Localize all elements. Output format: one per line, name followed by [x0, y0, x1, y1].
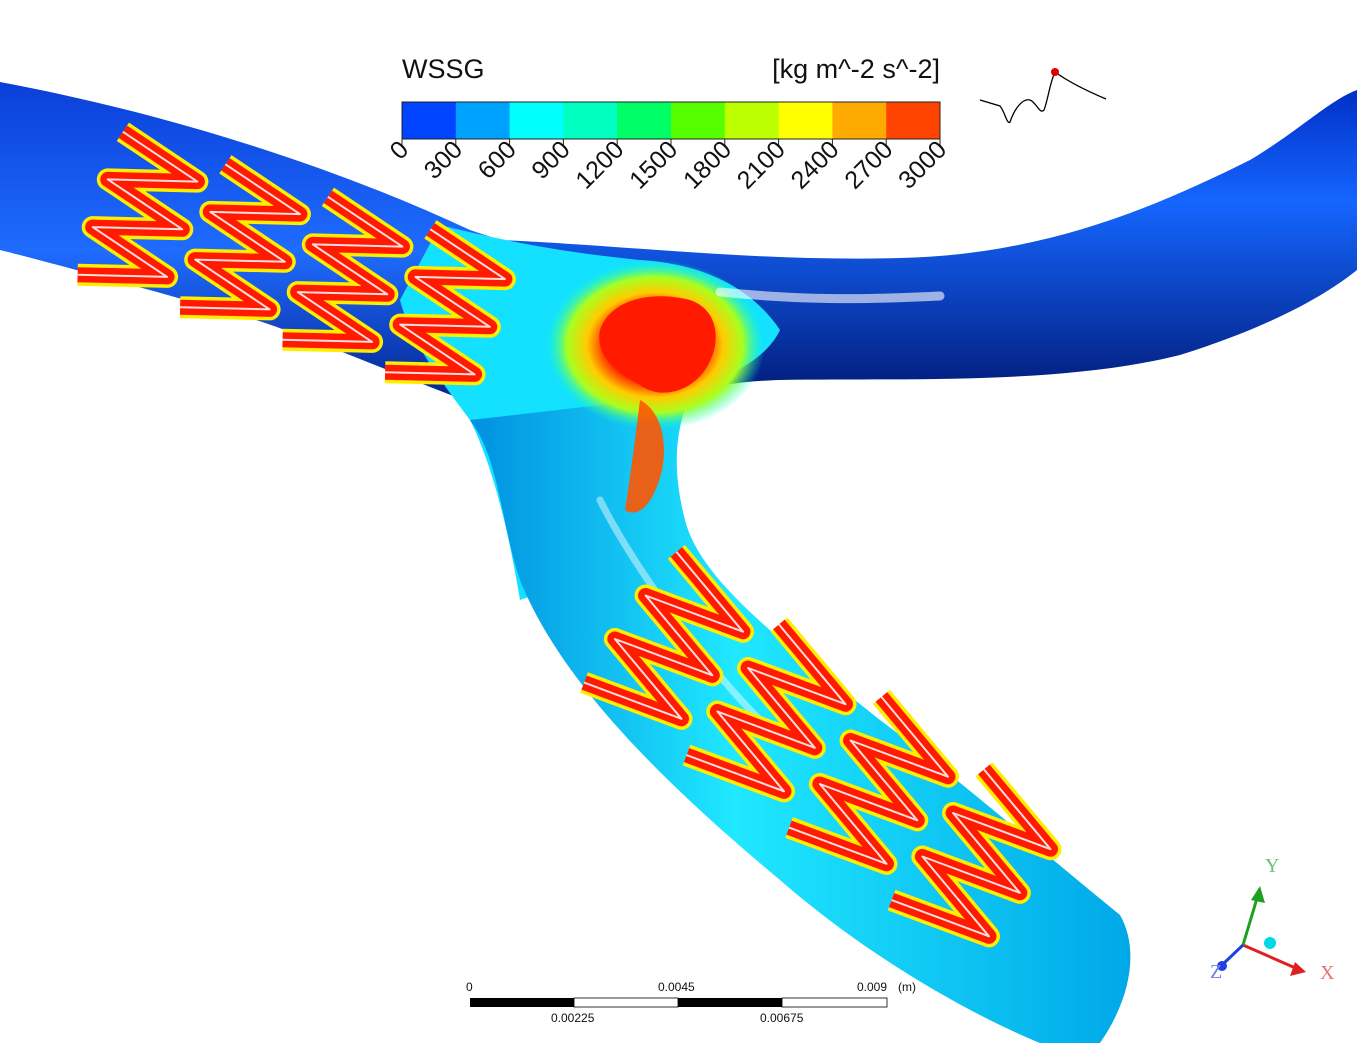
stent-strut — [77, 130, 199, 278]
legend-units: [kg m^-2 s^-2] — [772, 54, 940, 84]
scale-label-0: 0 — [466, 980, 473, 994]
axis-triad: X Y Z — [1210, 855, 1335, 984]
scale-unit: (m) — [898, 980, 916, 994]
legend-swatch-7 — [778, 102, 833, 139]
stent-bottom — [580, 544, 1062, 948]
legend-tick-label: 3000 — [893, 135, 952, 194]
hot-spot-core — [599, 296, 716, 393]
legend-tick-label: 1500 — [624, 135, 683, 194]
axis-y-label: Y — [1265, 855, 1279, 877]
stent-strut — [282, 195, 404, 343]
axis-z-label: Z — [1210, 961, 1222, 983]
stent-strut — [385, 228, 506, 376]
legend-tick-label: 2700 — [839, 135, 898, 194]
legend-swatch-0 — [402, 102, 457, 139]
legend-swatch-6 — [724, 102, 780, 139]
legend-tick-label: 600 — [473, 135, 522, 184]
legend-tick-label: 1200 — [570, 135, 629, 194]
waveform-marker — [1051, 68, 1059, 76]
legend-swatch-5 — [671, 102, 726, 139]
legend-swatch-9 — [886, 102, 941, 139]
scale-label-0.00675: 0.00675 — [760, 1011, 804, 1025]
legend-swatch-3 — [563, 102, 618, 139]
legend-swatch-4 — [617, 102, 672, 139]
legend-tick-label: 2100 — [732, 135, 791, 194]
legend-swatch-1 — [455, 102, 511, 139]
hot-spot-tail — [625, 400, 664, 513]
waveform-curve — [979, 71, 1107, 124]
stent-strut — [788, 696, 949, 865]
stent-strut — [180, 163, 301, 311]
stent-strut — [686, 623, 847, 793]
legend-tick-label: 900 — [526, 135, 575, 184]
legend-title: WSSG — [402, 54, 485, 84]
scale-bar: 0 0.0045 0.009 (m) 0.00225 0.00675 — [466, 980, 916, 1025]
stent-strut — [583, 551, 744, 720]
legend-swatch-8 — [832, 102, 887, 139]
scale-label-0.00225: 0.00225 — [551, 1011, 595, 1025]
stent-left — [77, 122, 516, 386]
highlight-band — [715, 287, 945, 304]
scale-label-0.0045: 0.0045 — [658, 980, 695, 994]
scale-label-0.009: 0.009 — [857, 980, 887, 994]
legend-swatch-2 — [509, 102, 564, 139]
legend-tick-label: 2400 — [786, 135, 845, 194]
legend-tick-label: 300 — [419, 135, 468, 184]
waveform-inset — [979, 68, 1107, 124]
stent-strut — [891, 768, 1052, 938]
axis-x-label: X — [1320, 962, 1335, 984]
legend-tick-label: 1800 — [678, 135, 737, 194]
legend-color-bar — [401, 101, 941, 140]
legend-tick-label: 0 — [385, 135, 415, 165]
